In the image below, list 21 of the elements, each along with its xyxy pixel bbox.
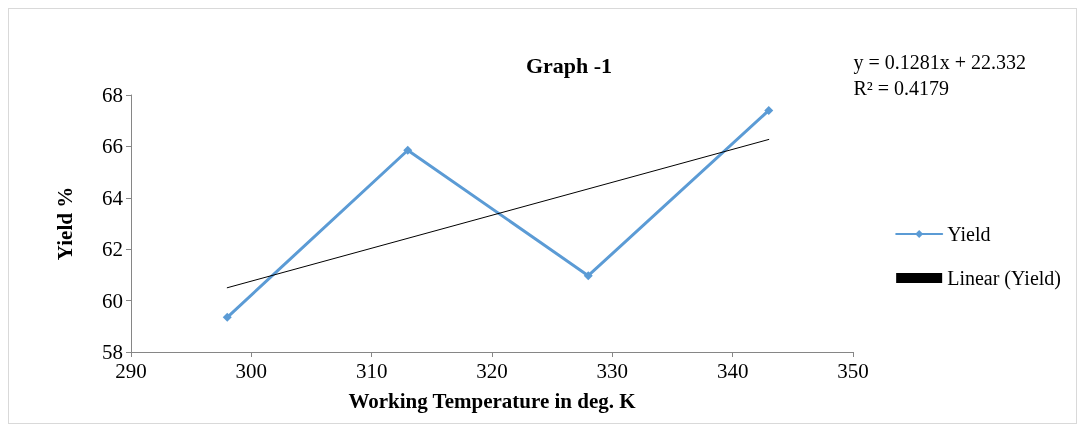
- y-axis-title: Yield %: [52, 186, 77, 261]
- x-tick-label: 300: [235, 358, 268, 383]
- x-tick-label: 350: [837, 358, 869, 383]
- x-axis-title: Working Temperature in deg. K: [348, 388, 637, 413]
- y-tick-label: 66: [102, 134, 123, 159]
- x-tick-label: 320: [476, 358, 508, 383]
- point: [764, 105, 774, 115]
- y-tick-label: 64: [102, 185, 124, 210]
- y-tick-label: 68: [102, 83, 123, 107]
- legend-label: Linear (Yield): [947, 267, 1062, 290]
- x-tick-label: 330: [596, 358, 629, 383]
- point: [583, 271, 593, 281]
- y-tick-label: 60: [102, 288, 123, 313]
- legend-label: Yield: [947, 223, 991, 245]
- text: y = 0.1281x + 22.332 R² = 0.4179: [853, 51, 1026, 99]
- y-tick-label: 62: [102, 237, 123, 262]
- point: [222, 312, 232, 322]
- point: [403, 145, 413, 155]
- x-tick-label: 340: [716, 358, 749, 383]
- chart-title: Graph -1: [525, 52, 613, 78]
- x-tick-label: 310: [355, 358, 388, 383]
